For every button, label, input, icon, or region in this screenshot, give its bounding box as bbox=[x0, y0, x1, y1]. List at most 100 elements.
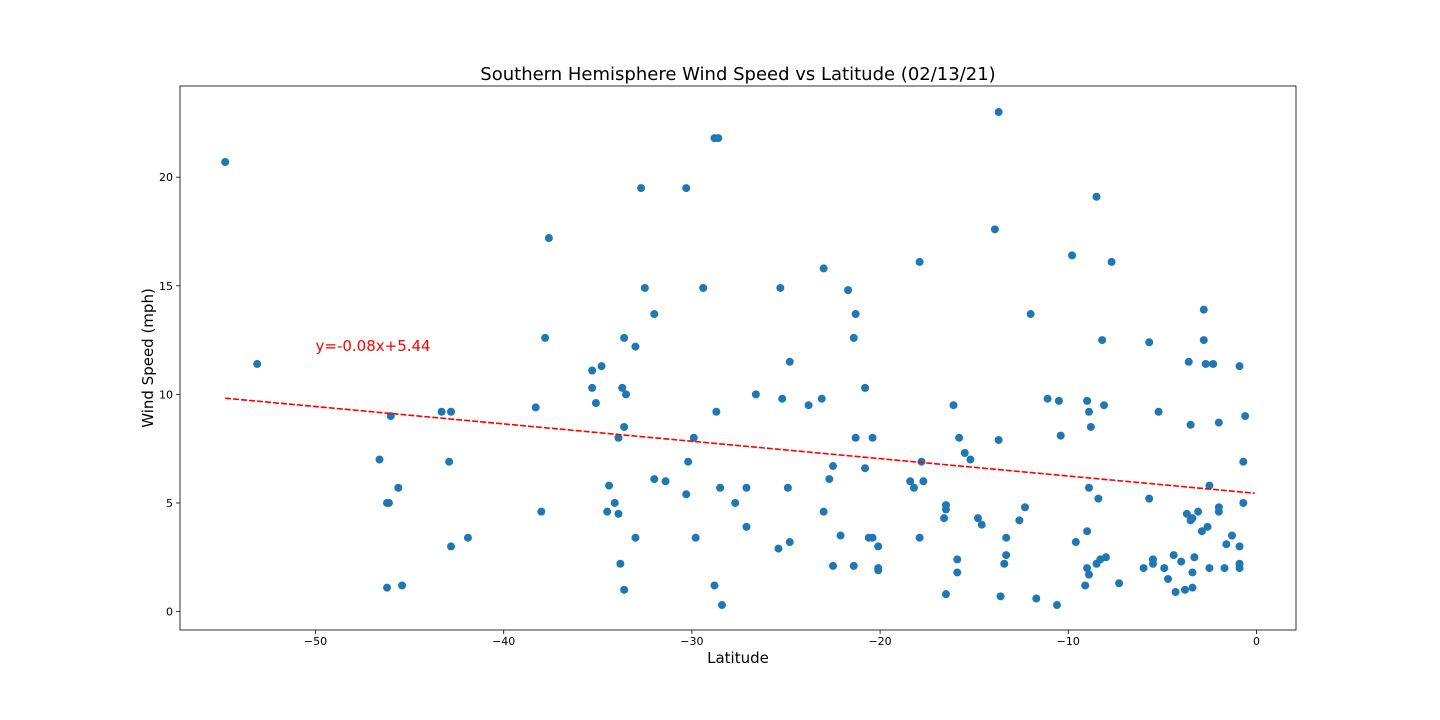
data-point bbox=[682, 184, 691, 193]
chart-title: Southern Hemisphere Wind Speed vs Latitu… bbox=[480, 64, 995, 85]
data-point bbox=[620, 585, 629, 594]
data-point bbox=[684, 457, 693, 466]
data-point bbox=[1184, 357, 1193, 366]
data-point bbox=[1043, 394, 1052, 403]
data-point bbox=[868, 533, 877, 542]
data-point bbox=[955, 433, 964, 442]
data-point bbox=[949, 401, 958, 410]
data-point bbox=[804, 401, 813, 410]
data-point bbox=[712, 407, 721, 416]
data-point bbox=[1235, 564, 1244, 573]
data-point bbox=[1201, 359, 1210, 368]
data-point bbox=[909, 483, 918, 492]
data-point bbox=[597, 362, 606, 371]
data-point bbox=[1154, 407, 1163, 416]
data-point bbox=[1084, 483, 1093, 492]
data-point bbox=[1203, 522, 1212, 531]
data-point bbox=[637, 184, 646, 193]
data-point bbox=[718, 601, 727, 610]
data-point bbox=[874, 542, 883, 551]
data-point bbox=[447, 542, 456, 551]
data-point bbox=[1214, 507, 1223, 516]
data-point bbox=[851, 433, 860, 442]
data-point bbox=[819, 507, 828, 516]
data-point bbox=[1188, 583, 1197, 592]
data-point bbox=[1032, 594, 1041, 603]
data-point bbox=[661, 477, 670, 486]
data-point bbox=[1190, 553, 1199, 562]
data-point bbox=[994, 108, 1003, 117]
data-point bbox=[1000, 559, 1009, 568]
data-point bbox=[616, 559, 625, 568]
data-point bbox=[631, 342, 640, 351]
data-point bbox=[1083, 396, 1092, 405]
data-point bbox=[1002, 551, 1011, 560]
data-point bbox=[437, 407, 446, 416]
data-point bbox=[742, 522, 751, 531]
x-tick-label: −10 bbox=[1057, 635, 1080, 648]
data-point bbox=[1171, 587, 1180, 596]
regression-line-group bbox=[225, 397, 1255, 495]
data-point bbox=[384, 498, 393, 507]
data-point bbox=[1169, 551, 1178, 560]
data-point bbox=[960, 449, 969, 458]
data-point bbox=[829, 462, 838, 471]
y-tick-label: 15 bbox=[159, 280, 173, 293]
data-point bbox=[1199, 305, 1208, 314]
data-point bbox=[851, 310, 860, 319]
data-point bbox=[994, 435, 1003, 444]
data-point bbox=[221, 158, 230, 167]
x-tick-label: −50 bbox=[304, 635, 327, 648]
data-point bbox=[915, 257, 924, 266]
data-point bbox=[710, 581, 719, 590]
x-tick-label: −30 bbox=[680, 635, 703, 648]
data-point bbox=[953, 555, 962, 564]
data-point bbox=[640, 283, 649, 292]
plot-area bbox=[179, 85, 1297, 631]
x-tick-label: −40 bbox=[492, 635, 515, 648]
data-point bbox=[650, 310, 659, 319]
regression-line bbox=[225, 397, 1255, 495]
data-point bbox=[622, 390, 631, 399]
x-tick-label: −20 bbox=[868, 635, 891, 648]
plot-frame bbox=[179, 85, 1297, 631]
data-point bbox=[785, 538, 794, 547]
data-point bbox=[1222, 540, 1231, 549]
data-point bbox=[631, 533, 640, 542]
y-tick-label: 20 bbox=[159, 171, 173, 184]
data-point bbox=[603, 507, 612, 516]
data-point bbox=[1020, 503, 1029, 512]
data-point bbox=[1235, 362, 1244, 371]
data-point bbox=[1071, 538, 1080, 547]
data-point bbox=[610, 498, 619, 507]
x-axis-label: Latitude bbox=[707, 649, 769, 667]
data-point bbox=[1092, 192, 1101, 201]
data-point bbox=[751, 390, 760, 399]
y-axis: 0 5 10 15 20 bbox=[159, 171, 180, 619]
data-point bbox=[591, 399, 600, 408]
data-point bbox=[819, 264, 828, 273]
data-point bbox=[874, 566, 883, 575]
data-point bbox=[605, 481, 614, 490]
regression-equation: y=-0.08x+5.44 bbox=[316, 337, 431, 355]
data-point bbox=[776, 283, 785, 292]
data-point bbox=[829, 561, 838, 570]
data-point bbox=[445, 457, 454, 466]
data-point bbox=[778, 394, 787, 403]
data-point bbox=[614, 509, 623, 518]
data-point bbox=[1148, 559, 1157, 568]
data-point bbox=[588, 383, 597, 392]
data-point bbox=[774, 544, 783, 553]
data-point bbox=[941, 505, 950, 514]
data-point bbox=[537, 507, 546, 516]
data-point bbox=[1177, 557, 1186, 566]
data-point bbox=[398, 581, 407, 590]
data-point bbox=[1084, 407, 1093, 416]
data-point bbox=[785, 357, 794, 366]
data-point bbox=[1182, 509, 1191, 518]
data-point bbox=[650, 475, 659, 484]
data-point bbox=[1115, 579, 1124, 588]
data-point bbox=[915, 533, 924, 542]
